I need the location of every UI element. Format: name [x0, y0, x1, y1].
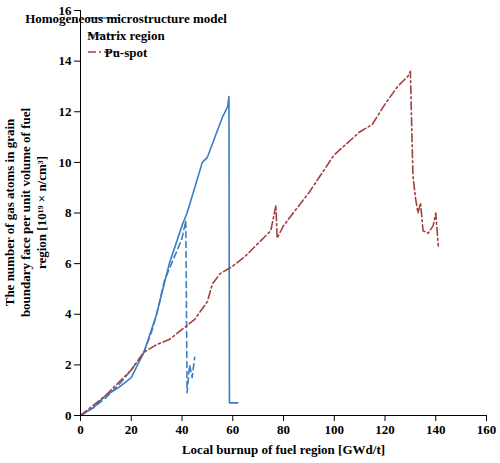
svg-text:80: 80	[277, 422, 290, 437]
svg-text:6: 6	[65, 256, 72, 271]
svg-text:120: 120	[375, 422, 395, 437]
svg-text:Pu-spot: Pu-spot	[105, 45, 148, 60]
svg-text:Local burnup of fuel region [G: Local burnup of fuel region [GWd/t]	[182, 442, 385, 457]
svg-text:2: 2	[65, 357, 72, 372]
svg-text:140: 140	[426, 422, 446, 437]
svg-text:12: 12	[59, 104, 72, 119]
svg-text:10: 10	[59, 155, 72, 170]
svg-text:60: 60	[226, 422, 239, 437]
svg-text:14: 14	[59, 53, 73, 68]
svg-text:40: 40	[176, 422, 189, 437]
svg-text:region [10¹⁹ × n/cm³]: region [10¹⁹ × n/cm³]	[34, 156, 49, 269]
svg-text:20: 20	[125, 422, 138, 437]
svg-text:0: 0	[77, 422, 84, 437]
svg-text:4: 4	[65, 306, 72, 321]
svg-text:160: 160	[477, 422, 497, 437]
svg-text:The number of gas atoms in gra: The number of gas atoms in grain	[2, 118, 17, 306]
svg-text:boundary face per unit volume: boundary face per unit volume of fuel	[18, 108, 33, 318]
svg-text:Homogeneous microstructure mod: Homogeneous microstructure model	[25, 11, 227, 26]
svg-text:8: 8	[65, 205, 72, 220]
svg-text:100: 100	[325, 422, 345, 437]
svg-text:0: 0	[65, 408, 72, 423]
svg-text:Matrix region: Matrix region	[87, 28, 165, 43]
